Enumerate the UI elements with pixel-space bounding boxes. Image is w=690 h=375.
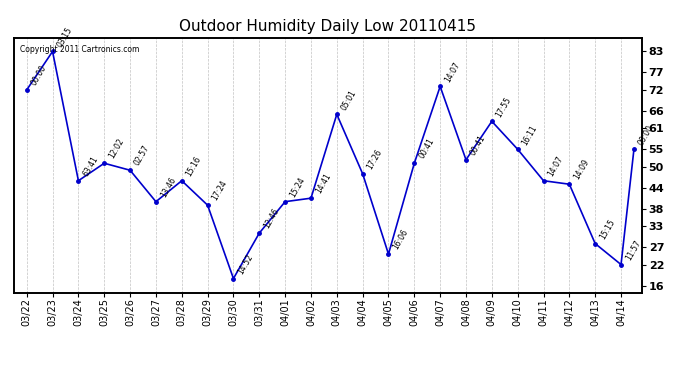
- Text: 02:57: 02:57: [133, 144, 152, 168]
- Text: 17:26: 17:26: [366, 148, 384, 171]
- Text: 00:41: 00:41: [417, 137, 436, 160]
- Text: 15:15: 15:15: [598, 217, 617, 241]
- Text: 03:15: 03:15: [55, 25, 74, 49]
- Text: 15:16: 15:16: [184, 154, 203, 178]
- Text: 14:52: 14:52: [236, 252, 255, 276]
- Text: 17:24: 17:24: [210, 179, 229, 203]
- Text: 14:07: 14:07: [443, 60, 462, 84]
- Text: 14:07: 14:07: [546, 154, 565, 178]
- Text: 13:46: 13:46: [159, 176, 177, 199]
- Text: 14:09: 14:09: [572, 158, 591, 182]
- Text: 00:41: 00:41: [469, 134, 488, 157]
- Text: 14:41: 14:41: [314, 172, 333, 195]
- Text: 12:02: 12:02: [107, 137, 126, 160]
- Text: 16:11: 16:11: [520, 123, 539, 147]
- Text: 00:00: 00:00: [30, 64, 48, 87]
- Text: 05:01: 05:01: [339, 88, 358, 112]
- Text: 63:41: 63:41: [81, 154, 100, 178]
- Text: 00:00: 00:00: [637, 123, 656, 147]
- Text: 15:24: 15:24: [288, 176, 306, 199]
- Text: 17:55: 17:55: [495, 95, 513, 118]
- Text: Copyright 2011 Cartronics.com: Copyright 2011 Cartronics.com: [20, 45, 139, 54]
- Title: Outdoor Humidity Daily Low 20110415: Outdoor Humidity Daily Low 20110415: [179, 18, 476, 33]
- Text: 12:46: 12:46: [262, 207, 281, 230]
- Text: 16:06: 16:06: [391, 228, 410, 251]
- Text: 11:57: 11:57: [624, 238, 642, 262]
